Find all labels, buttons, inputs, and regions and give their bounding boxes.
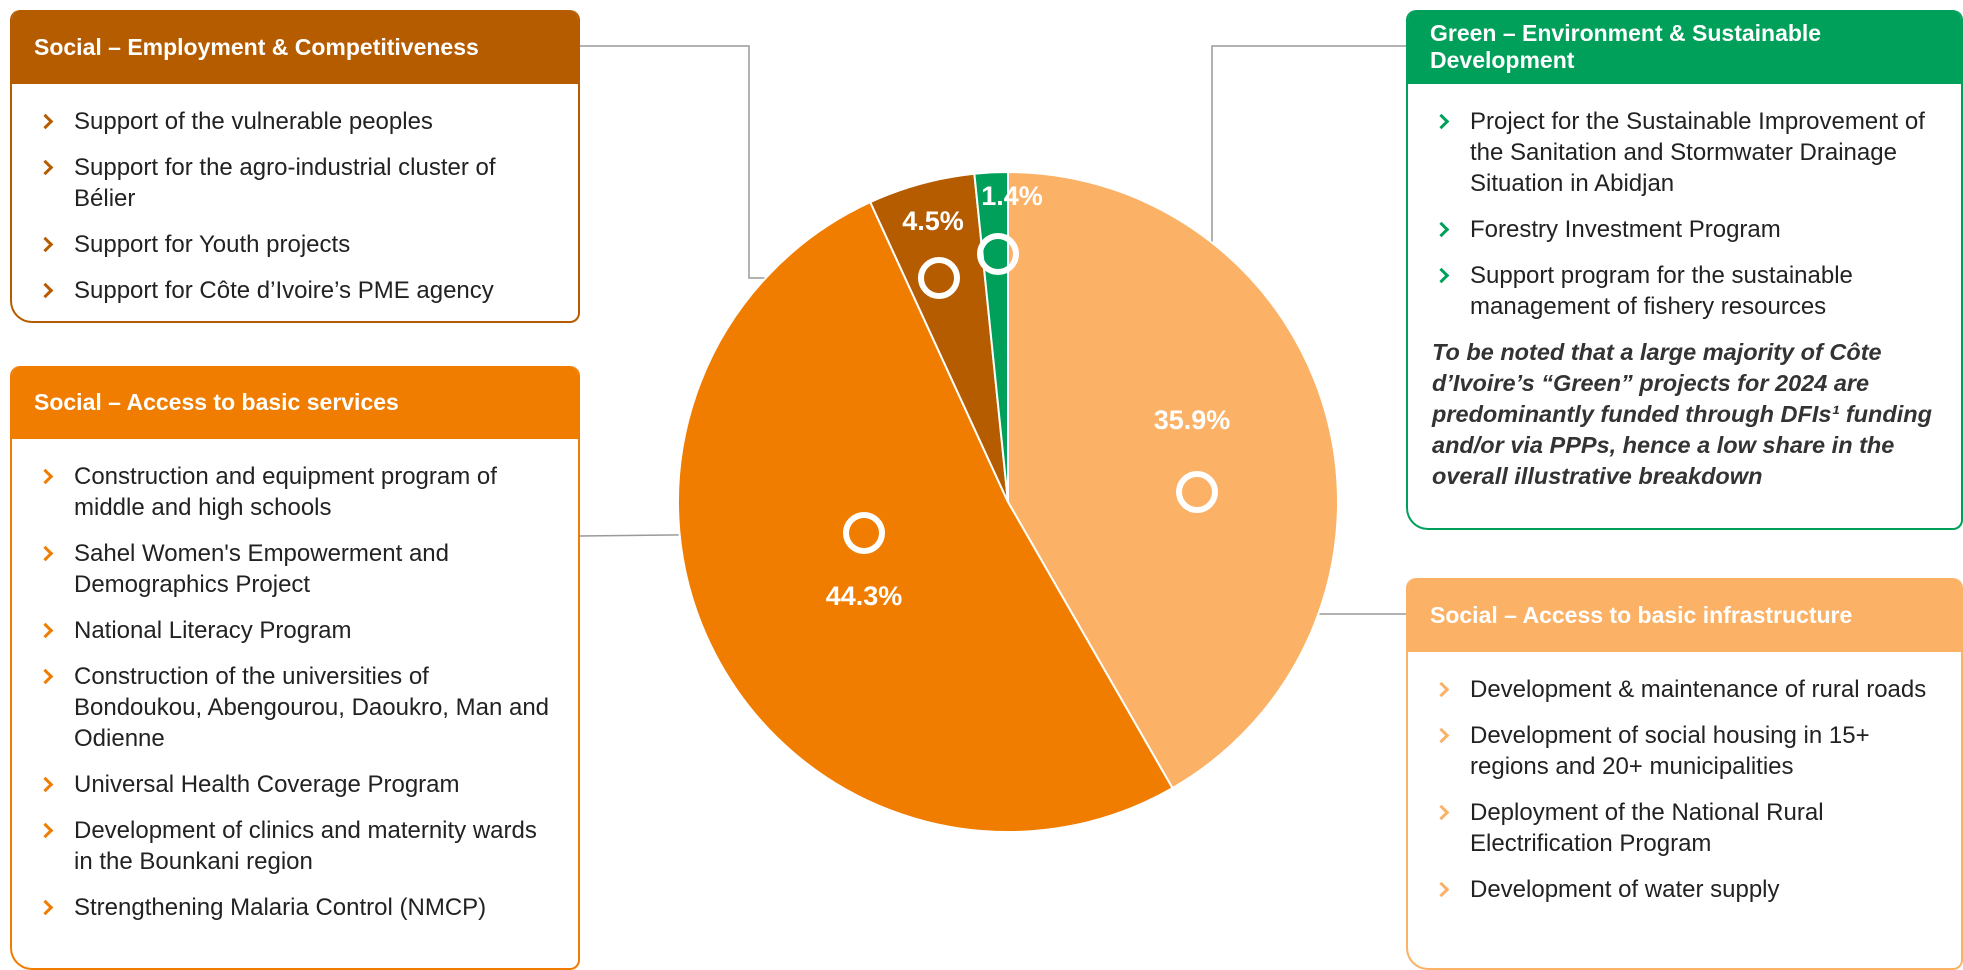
- callout-ring: [843, 512, 885, 554]
- bullet-text: Development of clinics and maternity war…: [74, 817, 537, 875]
- bullet-icon: [37, 622, 54, 639]
- bullet-icon: [37, 545, 54, 562]
- value-label: 44.3%: [826, 581, 903, 611]
- pie-slice: [677, 200, 1174, 833]
- panel: Social – Access to basic services Constru…: [10, 366, 580, 970]
- bullet-item: Development of water supply: [1432, 874, 1939, 905]
- bullet-icon: [1433, 221, 1450, 238]
- bullet-item: Development of social housing in 15+ reg…: [1432, 720, 1939, 782]
- bullet-text: National Literacy Program: [74, 617, 352, 644]
- callout-ring: [918, 257, 960, 299]
- panel-body: Project for the Sustainable Improvement …: [1408, 84, 1961, 492]
- bullet-text: Construction of the universities of Bond…: [74, 663, 550, 752]
- panel-body: Construction and equipment program of mi…: [12, 439, 578, 923]
- bullet-icon: [37, 668, 54, 685]
- bullet-item: Sahel Women's Empowerment and Demographi…: [36, 538, 556, 600]
- bullet-item: Construction of the universities of Bond…: [36, 661, 556, 754]
- panel-body: Development & maintenance of rural roads…: [1408, 652, 1961, 905]
- bullet-text: Deployment of the National Rural Electri…: [1470, 799, 1824, 857]
- bullet-text: Development of water supply: [1470, 876, 1780, 903]
- panel-title: Social – Employment & Competitiveness: [12, 10, 578, 84]
- value-label: 35.9%: [1154, 405, 1231, 435]
- bullet-item: Strengthening Malaria Control (NMCP): [36, 892, 556, 923]
- bullet-icon: [37, 468, 54, 485]
- bullet-text: Construction and equipment program of mi…: [74, 463, 497, 521]
- callout-ring: [1176, 471, 1218, 513]
- bullet-text: Forestry Investment Program: [1470, 216, 1781, 243]
- bullet-item: Universal Health Coverage Program: [36, 769, 556, 800]
- value-label: 1.4%: [981, 181, 1043, 211]
- bullet-item: Project for the Sustainable Improvement …: [1432, 106, 1939, 199]
- bullet-text: Project for the Sustainable Improvement …: [1470, 108, 1925, 197]
- bullet-item: Support for the agro-industrial cluster …: [36, 152, 556, 214]
- bullet-text: Support program for the sustainable mana…: [1470, 262, 1853, 320]
- bullet-text: Universal Health Coverage Program: [74, 771, 460, 798]
- panel: Social – Employment & Competitiveness Sup…: [10, 10, 580, 323]
- bullet-icon: [1433, 681, 1450, 698]
- bullet-icon: [37, 113, 54, 130]
- callout-ring: [977, 233, 1019, 275]
- bullet-text: Development & maintenance of rural roads: [1470, 676, 1927, 703]
- bullet-icon: [37, 159, 54, 176]
- bullet-text: Sahel Women's Empowerment and Demographi…: [74, 540, 449, 598]
- pie-slice: [1007, 170, 1339, 790]
- panel-note: To be noted that a large majority of Côt…: [1432, 339, 1932, 489]
- bullet-item: Support of the vulnerable peoples: [36, 106, 556, 137]
- bullet-item: Support for Youth projects: [36, 229, 556, 260]
- panel-title: Social – Access to basic infrastructure: [1408, 578, 1961, 652]
- panel-title: Social – Access to basic services: [12, 366, 578, 439]
- bullet-icon: [37, 282, 54, 299]
- bullet-icon: [1433, 267, 1450, 284]
- bullet-text: Support for Côte d’Ivoire’s PME agency: [74, 277, 494, 304]
- bullet-icon: [37, 822, 54, 839]
- bullet-item: National Literacy Program: [36, 615, 556, 646]
- bullet-icon: [37, 236, 54, 253]
- bullet-item: Construction and equipment program of mi…: [36, 461, 556, 523]
- bullet-icon: [1433, 727, 1450, 744]
- bullet-item: Forestry Investment Program: [1432, 214, 1939, 245]
- panel-title: Green – Environment & Sustainable Develo…: [1408, 10, 1961, 84]
- bullet-text: Development of social housing in 15+ reg…: [1470, 722, 1870, 780]
- bullet-icon: [37, 776, 54, 793]
- bullet-icon: [37, 899, 54, 916]
- bullet-icon: [1433, 881, 1450, 898]
- bullet-text: Strengthening Malaria Control (NMCP): [74, 894, 487, 921]
- bullet-text: Support for the agro-industrial cluster …: [74, 154, 496, 212]
- bullet-text: Support for Youth projects: [74, 231, 351, 258]
- bullet-item: Development of clinics and maternity war…: [36, 815, 556, 877]
- bullet-icon: [1433, 113, 1450, 130]
- value-label: 4.5%: [902, 206, 964, 236]
- bullet-item: Support for Côte d’Ivoire’s PME agency: [36, 275, 556, 306]
- panel-body: Support of the vulnerable peoples Support…: [12, 84, 578, 306]
- panel: Social – Access to basic infrastructure D…: [1406, 578, 1963, 970]
- bullet-item: Support program for the sustainable mana…: [1432, 260, 1939, 322]
- bullet-item: Development & maintenance of rural roads: [1432, 674, 1939, 705]
- bullet-text: Support of the vulnerable peoples: [74, 108, 433, 135]
- bullet-icon: [1433, 804, 1450, 821]
- panel: Green – Environment & Sustainable Develo…: [1406, 10, 1963, 530]
- bullet-item: Deployment of the National Rural Electri…: [1432, 797, 1939, 859]
